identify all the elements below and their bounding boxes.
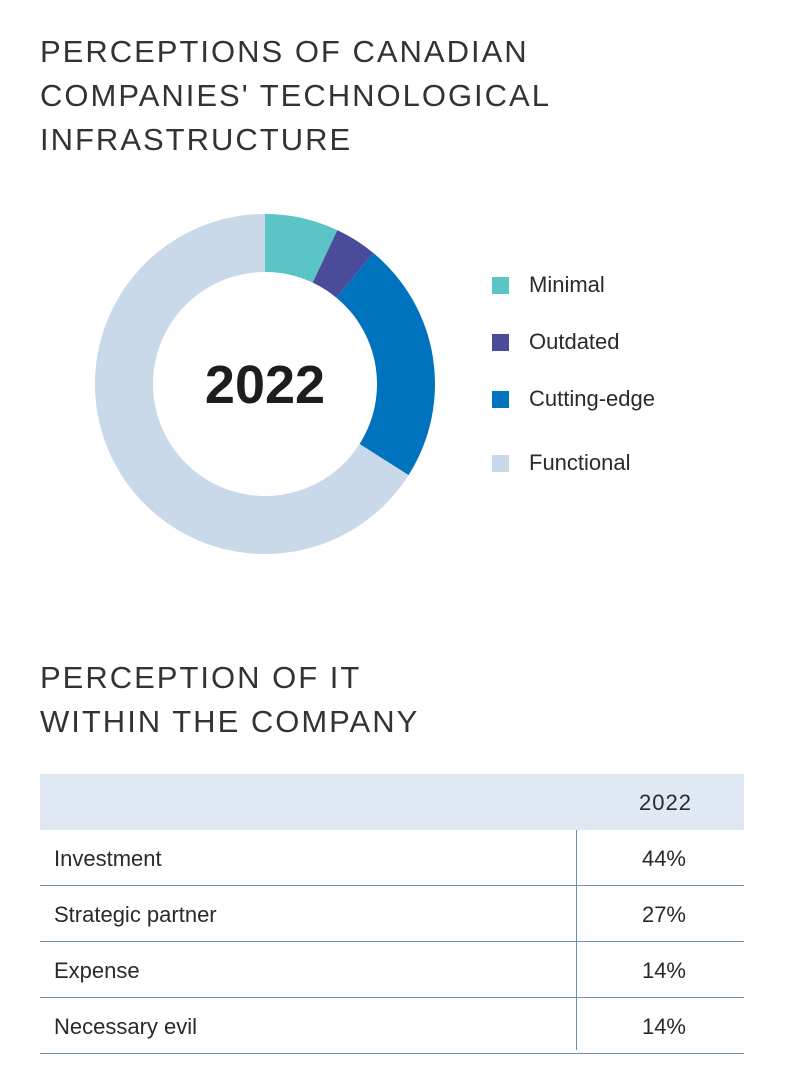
legend-item: Outdated	[492, 329, 620, 355]
legend-swatch	[492, 454, 509, 472]
donut-slice-outdated	[312, 230, 374, 298]
table-row: Strategic partner 27%	[40, 886, 744, 942]
row-value: 14%	[641, 958, 686, 983]
column-divider	[576, 830, 577, 1050]
table-header: 2022	[40, 774, 744, 830]
row-label: Strategic partner	[54, 902, 217, 927]
legend-swatch	[492, 333, 509, 351]
legend-label: Minimal	[529, 272, 605, 297]
donut-slices	[94, 214, 436, 554]
table-body: Investment 44% Strategic partner 27% Expense…	[40, 830, 744, 1054]
chart-title: PERCEPTIONS OF CANADIAN COMPANIES' TECHN…	[40, 34, 551, 157]
row-label: Investment	[54, 846, 162, 871]
legend-label: Functional	[529, 450, 631, 475]
legend-label: Cutting-edge	[529, 386, 655, 411]
legend-item: Functional	[492, 450, 631, 476]
row-value: 14%	[641, 1014, 686, 1039]
donut-slice-minimal	[265, 214, 338, 283]
table-row: Expense 14%	[40, 942, 744, 998]
legend-label: Outdated	[529, 329, 620, 354]
row-value: 44%	[641, 846, 686, 871]
table-row: Necessary evil 14%	[40, 998, 744, 1054]
legend-swatch	[492, 276, 509, 294]
row-value: 27%	[641, 902, 686, 927]
donut-center-label: 2022	[205, 355, 325, 415]
table-title: PERCEPTION OF IT WITHIN THE COMPANY	[40, 660, 420, 739]
legend-item: Cutting-edge	[492, 386, 655, 412]
table-row: Investment 44%	[40, 830, 744, 886]
row-label: Expense	[54, 958, 140, 983]
donut-chart: 2022	[94, 214, 436, 554]
perception-table: 2022 Investment 44% Strategic partner 27% Ex…	[40, 774, 744, 1054]
legend-swatch	[492, 390, 509, 408]
row-label: Necessary evil	[54, 1014, 198, 1039]
legend-item: Minimal	[492, 272, 605, 298]
donut-slice-functional	[94, 214, 409, 554]
column-header-year: 2022	[639, 790, 692, 815]
donut-slice-cutting-edge	[336, 253, 436, 476]
